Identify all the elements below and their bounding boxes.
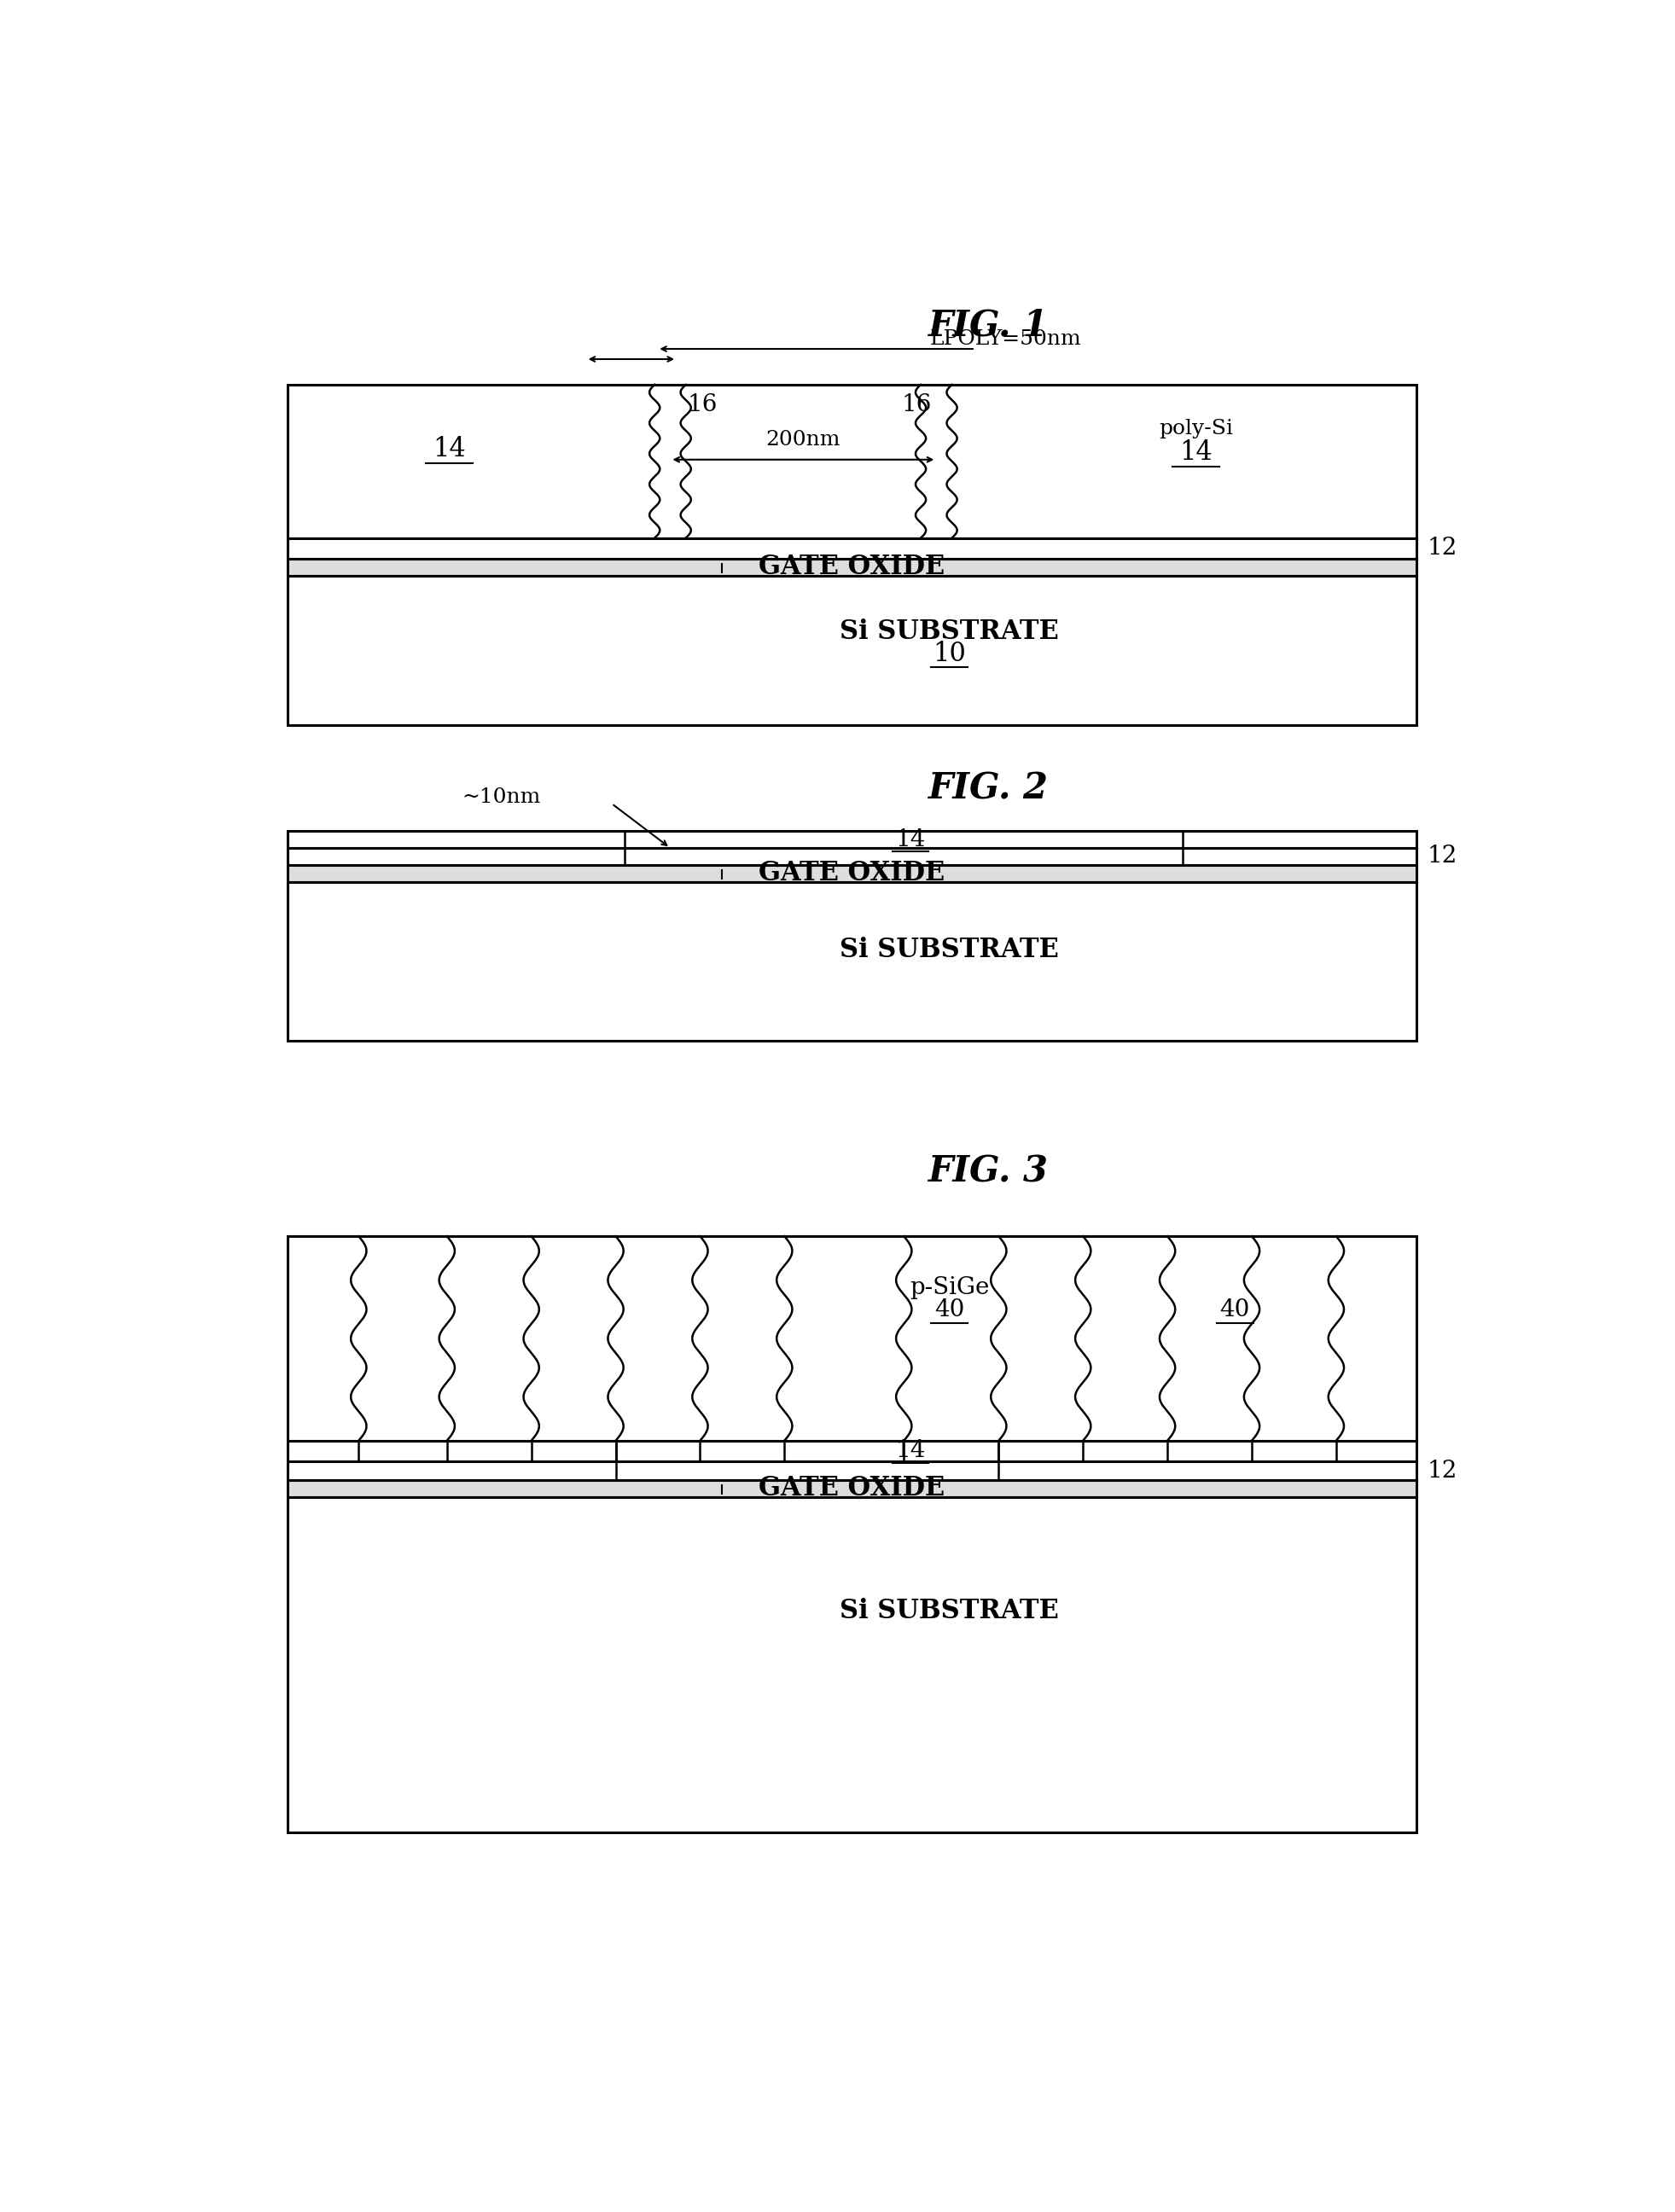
Text: 14: 14 — [894, 827, 926, 852]
Text: GATE OXIDE: GATE OXIDE — [759, 1475, 945, 1502]
Text: Si SUBSTRATE: Si SUBSTRATE — [839, 1597, 1059, 1624]
Text: FIG. 1: FIG. 1 — [928, 307, 1049, 343]
Text: 40: 40 — [935, 1298, 965, 1321]
Bar — [288, 538, 1417, 557]
Text: 40: 40 — [1219, 1298, 1250, 1321]
Bar — [288, 1440, 1417, 1462]
Bar — [288, 575, 1417, 726]
Text: GATE OXIDE: GATE OXIDE — [759, 553, 945, 580]
Text: 12: 12 — [1427, 538, 1457, 560]
Text: 200nm: 200nm — [765, 429, 841, 449]
Bar — [288, 557, 1417, 575]
Text: ~10nm: ~10nm — [462, 787, 541, 807]
Bar — [288, 1237, 1417, 1440]
Text: FIG. 2: FIG. 2 — [928, 770, 1049, 805]
Text: 12: 12 — [1427, 1460, 1457, 1482]
Text: 14: 14 — [1179, 440, 1213, 467]
Text: FIG. 3: FIG. 3 — [928, 1155, 1049, 1190]
Text: p-SiGe: p-SiGe — [910, 1276, 990, 1298]
Bar — [288, 1498, 1417, 1832]
Bar — [288, 847, 1417, 865]
Text: 12: 12 — [1427, 845, 1457, 867]
Bar — [288, 1462, 1417, 1480]
Text: 14: 14 — [434, 436, 466, 462]
Text: 16: 16 — [901, 394, 931, 416]
Bar — [288, 865, 1417, 883]
Bar — [288, 385, 1417, 538]
Bar — [288, 1480, 1417, 1498]
Text: 14: 14 — [894, 1440, 926, 1462]
Bar — [288, 832, 1417, 847]
Bar — [288, 883, 1417, 1040]
Text: LPOLY=50nm: LPOLY=50nm — [930, 330, 1082, 349]
Text: poly-Si: poly-Si — [1159, 418, 1233, 438]
Text: Si SUBSTRATE: Si SUBSTRATE — [839, 938, 1059, 964]
Text: 16: 16 — [687, 394, 719, 416]
Text: GATE OXIDE: GATE OXIDE — [759, 860, 945, 887]
Text: 10: 10 — [933, 641, 966, 668]
Text: Si SUBSTRATE: Si SUBSTRATE — [839, 619, 1059, 646]
